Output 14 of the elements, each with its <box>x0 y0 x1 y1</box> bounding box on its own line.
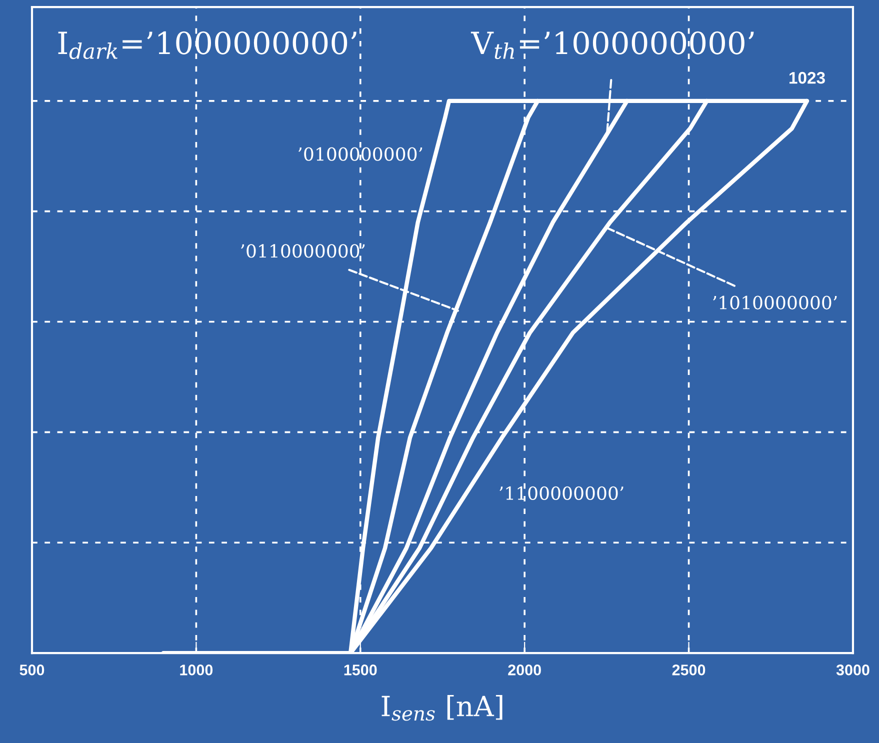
annotation: ’0110000000’ <box>241 244 365 258</box>
x-tick-label: 1000 <box>180 664 213 676</box>
annotation: 1023 <box>790 72 825 84</box>
annotation: ’0100000000’ <box>298 147 422 161</box>
x-tick-label: 2000 <box>508 664 541 676</box>
x-tick-label: 1500 <box>344 664 377 676</box>
annotation: V$_{th}$=’1000000000’ <box>470 31 754 60</box>
text: I$_{dark}$=’1000000000’ <box>58 31 356 60</box>
x-axis-title: I$_{sens}$ [nA] <box>382 695 502 721</box>
x-tick-label: 3000 <box>836 664 870 676</box>
annotation: ’1010000000’ <box>713 296 837 310</box>
annotation: ’1100000000’ <box>500 486 624 500</box>
x-tick-label: 500 <box>20 664 44 676</box>
x-tick-label: 2500 <box>672 664 706 676</box>
